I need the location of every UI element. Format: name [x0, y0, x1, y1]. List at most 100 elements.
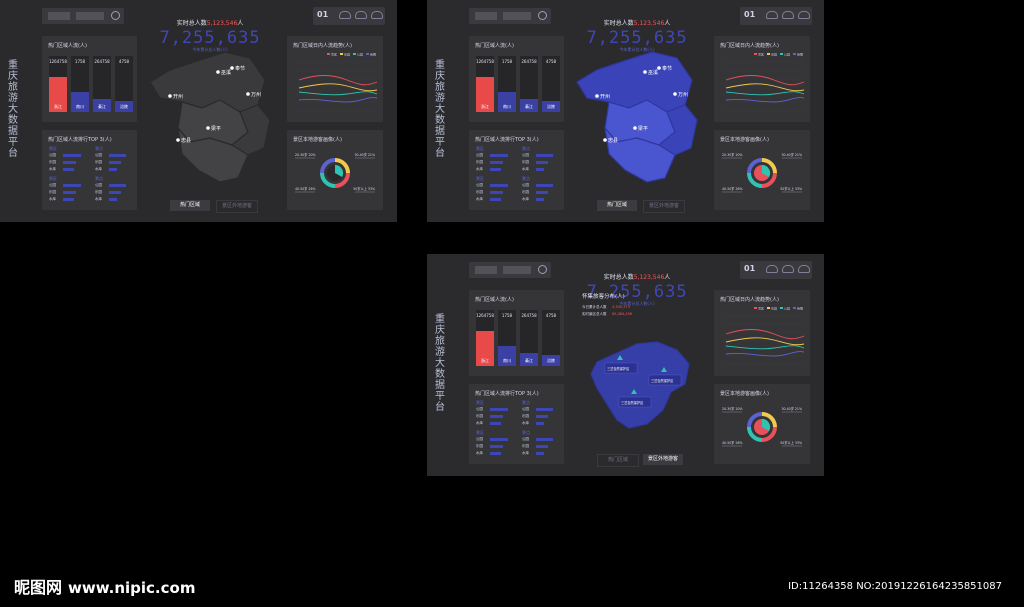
map-pin[interactable]: 梁平: [206, 125, 221, 132]
ranking-bar: [536, 408, 553, 411]
header-total: 实时总人数5,123,546人 7,255,635 今年累计总人数(人): [567, 272, 707, 307]
search-icon[interactable]: [538, 11, 547, 20]
ranking-bar: [490, 452, 501, 455]
search-bar[interactable]: [469, 262, 551, 278]
map-pin[interactable]: 开州: [595, 94, 610, 100]
map-pin[interactable]: 万州: [673, 92, 688, 98]
map-region[interactable]: [149, 51, 266, 113]
search-icon[interactable]: [538, 265, 547, 274]
map-region[interactable]: [604, 126, 676, 183]
map-pin[interactable]: 巫溪: [643, 69, 658, 76]
svg-text:公园: 公园: [357, 52, 363, 57]
map-region[interactable]: [576, 51, 693, 113]
ranking-name: 乐园: [95, 160, 102, 164]
search-bar[interactable]: [469, 8, 551, 24]
svg-text:商圈: 商圈: [370, 52, 376, 57]
svg-text:三岔自然保护区: 三岔自然保护区: [621, 400, 644, 405]
cloud-icon: [782, 11, 794, 19]
svg-text:忠县: 忠县: [181, 138, 191, 144]
date-weather: 01: [740, 7, 812, 25]
portrait-segment: [747, 412, 763, 428]
map-pin[interactable]: 开州: [168, 94, 183, 100]
ranking-bar: [536, 438, 553, 441]
svg-text:公园: 公园: [784, 52, 790, 57]
search-field[interactable]: [475, 12, 497, 20]
dashboard-variant-blue: 重庆旅游大数据平台 实时总人数5,123,546人 7,255,635 今年累计…: [427, 0, 824, 222]
map-pin[interactable]: 忠县: [603, 138, 618, 144]
ranking-bar: [109, 154, 126, 157]
ranking-row: 公园: [476, 407, 516, 411]
svg-text:巫溪: 巫溪: [648, 69, 658, 76]
cloud-icon: [339, 11, 351, 19]
map-pin[interactable]: 梁平: [633, 125, 648, 132]
ranking-bar: [490, 168, 501, 171]
scenic-callout[interactable]: 三岔自然保护区: [604, 355, 638, 374]
bar-fill: [71, 91, 89, 112]
ranking-row: 公园: [522, 153, 562, 157]
map-region[interactable]: [230, 104, 271, 156]
bar-column: 1758 南川: [71, 56, 89, 112]
cloud-icon: [371, 11, 383, 19]
vertical-title: 重庆旅游大数据平台: [8, 60, 18, 159]
svg-text:乐园: 乐园: [771, 52, 777, 57]
tab-hot-area[interactable]: 热门区域: [597, 200, 637, 211]
search-field[interactable]: [475, 266, 497, 274]
tab-local-visitors[interactable]: 景区外地游客: [643, 454, 683, 465]
portrait-label: 40-50岁 26%: [295, 186, 316, 191]
cloud-icon: [782, 265, 794, 273]
trend-legend-item: 商圈: [793, 52, 803, 57]
search-field-2[interactable]: [503, 12, 531, 20]
tab-hot-area[interactable]: 热门区域: [597, 454, 639, 467]
map-stat-label: 今日累计总人数: [582, 304, 607, 309]
ranking-row: 水库: [49, 197, 89, 201]
bar-label: 南川: [76, 104, 84, 109]
search-field-2[interactable]: [503, 266, 531, 274]
ranking-bar: [490, 408, 508, 411]
scenic-callout[interactable]: 三岔自然保护区: [618, 389, 652, 408]
tab-local-visitors[interactable]: 景区外地游客: [216, 200, 258, 213]
trend-line: [725, 91, 805, 96]
map-pin[interactable]: 忠县: [176, 138, 191, 144]
ranking-name: 乐园: [522, 160, 529, 164]
ranking-name: 公园: [95, 183, 102, 187]
scenic-callout[interactable]: 三岔自然保护区: [648, 367, 682, 386]
search-field[interactable]: [48, 12, 70, 20]
bar-label: 綦江: [525, 358, 533, 363]
bar-label: 涪陵: [120, 104, 128, 109]
cloud-icon: [798, 11, 810, 19]
bar-label: 浙江: [481, 104, 489, 109]
svg-text:商圈: 商圈: [797, 52, 803, 57]
ranking-name: 公园: [95, 153, 102, 157]
search-icon[interactable]: [111, 11, 120, 20]
realtime-label: 实时总人数5,123,546人: [603, 20, 671, 27]
map-region[interactable]: [177, 126, 249, 183]
ranking-name: 乐园: [476, 414, 483, 418]
search-field-2[interactable]: [76, 12, 104, 20]
svg-text:乐园: 乐园: [771, 306, 777, 311]
map-pin[interactable]: 万州: [246, 92, 261, 98]
ranking-row: 公园: [49, 183, 89, 187]
ranking-row: 公园: [95, 183, 135, 187]
ranking-row: 乐园: [476, 444, 516, 448]
trend-legend-item: 公园: [780, 306, 790, 311]
bar-value: 1758: [501, 313, 513, 318]
map-pin[interactable]: 巫溪: [216, 69, 231, 76]
map-pin[interactable]: 奉节: [657, 65, 672, 72]
region-map[interactable]: 怀集旅客分布(人) 今日累计总人数 4,345,373 实时景区总人数 65,484,4…: [567, 292, 712, 442]
map-region[interactable]: [657, 104, 698, 156]
portrait-title: 景区本地游客画像(人): [720, 391, 769, 397]
map-pin[interactable]: 奉节: [230, 65, 245, 72]
bar-column: 1264758 浙江: [476, 310, 494, 366]
bar-label: 綦江: [525, 104, 533, 109]
tab-hot-area[interactable]: 热门区域: [170, 200, 210, 211]
ranking-row: 公园: [522, 183, 562, 187]
map-detail-title: 怀集旅客分布(人): [582, 292, 625, 300]
search-bar[interactable]: [42, 8, 124, 24]
ranking-bar: [536, 452, 545, 455]
portrait-label: 40-50岁 26%: [722, 186, 743, 191]
ranking-bar: [536, 184, 553, 187]
ranking-category: 景区: [49, 146, 57, 151]
tab-local-visitors[interactable]: 景区外地游客: [643, 200, 685, 213]
